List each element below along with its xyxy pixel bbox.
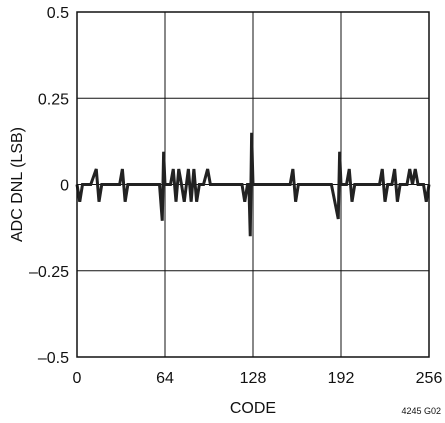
- y-tick-label: 0: [60, 178, 69, 195]
- x-tick-label: 64: [156, 370, 174, 387]
- x-tick-label: 128: [240, 370, 267, 387]
- y-tick-label: –0.5: [38, 350, 69, 367]
- figure-note: 4245 G02: [401, 406, 441, 416]
- x-tick-label: 192: [328, 370, 355, 387]
- series-group: [75, 132, 431, 237]
- y-tick-label: 0.5: [47, 5, 69, 22]
- y-tick-label: 0.25: [38, 91, 69, 108]
- plot-frame: [76, 11, 430, 358]
- x-tick-label: 256: [416, 370, 443, 387]
- x-axis-label: CODE: [230, 400, 276, 417]
- y-tick-label: –0.25: [29, 264, 69, 281]
- y-axis-label: ADC DNL (LSB): [9, 127, 26, 242]
- x-tick-label: 0: [73, 370, 82, 387]
- x-tick-labels: 0 64 128 192 256: [73, 370, 443, 387]
- dnl-series-line-0: [75, 132, 431, 237]
- y-tick-labels: 0.5 0.25 0 –0.25 –0.5: [29, 5, 69, 367]
